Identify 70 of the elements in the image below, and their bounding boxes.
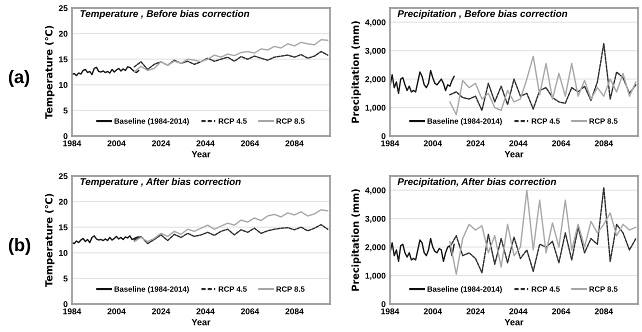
x-tick-label: 1984 <box>63 140 82 146</box>
y-tick-label: 4,000 <box>365 187 386 195</box>
x-tick-label: 2084 <box>594 308 614 314</box>
y-tick-label: 20 <box>58 198 68 205</box>
x-tick-label: 2084 <box>285 140 304 146</box>
y-tick-label: 2,000 <box>365 76 386 84</box>
y-tick-label: 15 <box>59 224 68 230</box>
x-tick-label: 1984 <box>381 308 400 314</box>
x-tick-label: 2084 <box>285 308 304 314</box>
text: (b) <box>8 238 30 255</box>
chart-title: Temperature , Before bias correction <box>80 10 250 19</box>
y-tick-label: 4,000 <box>365 19 386 27</box>
x-tick-label: 2064 <box>552 308 570 314</box>
y-tick-label: 2,000 <box>365 244 386 252</box>
x-tick-label: 2084 <box>594 140 614 146</box>
y-axis-title: Precipitation (mm) <box>351 189 361 291</box>
y-tick-label: 0 <box>64 301 68 308</box>
chart-title: Temperature , After bias correction <box>80 178 241 187</box>
x-tick-label: 2064 <box>552 140 570 146</box>
x-tick-label: 2044 <box>509 308 528 314</box>
line-series <box>449 56 637 116</box>
y-tick-label: 0 <box>64 133 68 140</box>
x-tick-label: 2004 <box>108 308 126 314</box>
y-axis-title: Temperature (℃) <box>45 26 54 119</box>
line-series <box>390 238 455 262</box>
line-series <box>134 224 328 244</box>
text: (a) <box>8 70 30 87</box>
y-axis-title: Temperature (℃) <box>45 194 54 287</box>
y-tick-label: 10 <box>59 82 68 88</box>
x-tick-label: 2004 <box>424 140 442 146</box>
y-tick-label: 25 <box>58 173 68 180</box>
x-tick-label: 2024 <box>152 308 170 314</box>
x-tick-label: 2024 <box>466 140 485 146</box>
y-tick-label: 5 <box>63 276 68 282</box>
x-tick-label: 2044 <box>509 140 528 146</box>
y-tick-label: 20 <box>58 30 68 37</box>
x-tick-label: 1984 <box>381 140 400 146</box>
chart-title: Precipitation , Before bias correction <box>398 10 568 19</box>
x-tick-label: 2024 <box>152 140 170 146</box>
line-series <box>72 66 140 76</box>
y-tick-label: 10 <box>59 250 68 256</box>
x-tick-label: 2004 <box>108 140 126 146</box>
line-series <box>134 209 328 242</box>
x-axis-title: Year <box>192 151 210 158</box>
y-tick-label: 15 <box>59 56 68 62</box>
chart-title: Precipitation, After bias correction <box>398 178 556 187</box>
line-series <box>449 42 637 112</box>
x-tick-label: 1984 <box>63 308 82 314</box>
line-series <box>134 39 328 73</box>
y-axis-title: Precipitation (mm) <box>351 21 361 123</box>
x-axis-title: Year <box>504 151 524 158</box>
y-tick-label: 0 <box>382 301 386 308</box>
x-tick-label: 2044 <box>196 140 215 146</box>
y-tick-label: 0 <box>382 133 386 140</box>
x-tick-label: 2064 <box>240 140 260 146</box>
x-tick-label: 2064 <box>240 308 260 314</box>
x-axis-title: Year <box>504 319 524 326</box>
line-series <box>72 235 140 244</box>
y-tick-label: 1,000 <box>366 104 386 112</box>
x-tick-label: 2004 <box>424 308 442 314</box>
line-series <box>390 70 455 94</box>
y-tick-label: 5 <box>63 108 68 114</box>
x-tick-label: 2044 <box>196 308 215 314</box>
x-tick-label: 2024 <box>466 308 485 314</box>
y-tick-label: 25 <box>58 5 68 12</box>
x-axis-title: Year <box>192 319 210 326</box>
line-series <box>134 50 328 70</box>
y-tick-label: 3,000 <box>365 48 386 55</box>
y-tick-label: 3,000 <box>365 216 386 223</box>
y-tick-label: 1,000 <box>366 272 386 280</box>
